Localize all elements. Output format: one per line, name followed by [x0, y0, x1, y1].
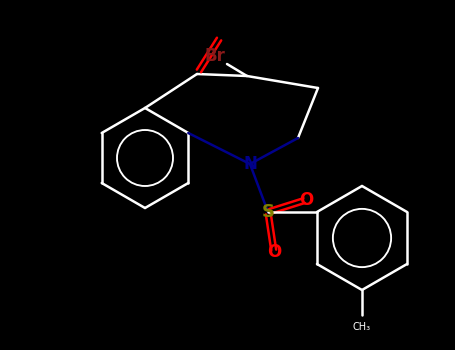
Text: Br: Br: [205, 47, 225, 65]
Text: O: O: [299, 191, 313, 209]
Text: S: S: [262, 203, 274, 221]
Text: CH₃: CH₃: [353, 322, 371, 332]
Text: O: O: [267, 243, 281, 261]
Text: N: N: [243, 155, 257, 173]
